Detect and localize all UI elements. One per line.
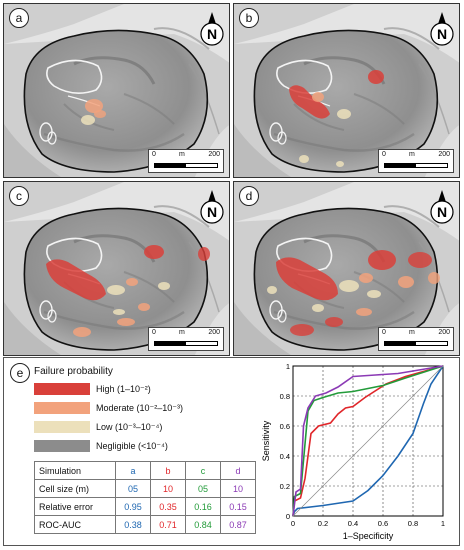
legend-swatch — [34, 402, 90, 414]
series-line-3 — [292, 365, 444, 517]
hillshade-map — [234, 182, 459, 355]
x-tick-label: 0.8 — [408, 519, 418, 528]
scale-bar: 0 m 200 — [378, 327, 454, 351]
table-header: a — [115, 461, 151, 480]
table-cell: 05 — [115, 479, 151, 498]
table-cell: Cell size (m) — [34, 479, 116, 498]
table-cell: 0.71 — [150, 515, 186, 534]
svg-text:N: N — [437, 26, 447, 42]
map-panel-c: c N 0 m 200 — [3, 181, 230, 356]
y-tick-label: 0 — [286, 512, 290, 521]
chart-ticks: 0 0.2 0.4 0.6 0.8 1 0 0.2 0.4 0.6 0.8 1 — [280, 362, 446, 528]
panel-label: d — [239, 186, 259, 206]
legend-label: Negligible (<10⁻⁴) — [96, 441, 168, 451]
legend-item-negligible: Negligible (<10⁻⁴) — [34, 440, 274, 454]
y-tick-label: 0.8 — [280, 392, 290, 401]
panel-label: b — [239, 8, 259, 28]
table-row: Relative error 0.95 0.35 0.16 0.15 — [34, 497, 256, 516]
chart-series — [292, 365, 444, 517]
hillshade-map — [4, 4, 229, 177]
series-line-2 — [292, 365, 444, 517]
north-arrow-icon: N — [200, 12, 224, 46]
series-line-4 — [292, 365, 444, 517]
probability-zones — [289, 70, 384, 167]
table-cell: 05 — [185, 479, 221, 498]
table-cell: 0.87 — [220, 515, 256, 534]
scale-bar: 0 m 200 — [148, 327, 224, 351]
probability-zones — [81, 99, 106, 125]
x-axis-label: 1–Specificity — [343, 531, 394, 541]
results-panel: e Failure probability High (1–10⁻²) Mode… — [3, 357, 460, 546]
table-cell: 0.35 — [150, 497, 186, 516]
panel-label: c — [9, 186, 29, 206]
y-axis-label: Sensitivity — [261, 420, 271, 461]
probability-zones — [46, 245, 210, 337]
x-tick-label: 0.6 — [378, 519, 388, 528]
roc-chart: 0 0.2 0.4 0.6 0.8 1 0 0.2 0.4 0.6 0.8 1 1–Specifici… — [261, 362, 446, 541]
table-cell: ROC-AUC — [34, 515, 116, 534]
legend-label: Moderate (10⁻²–10⁻³) — [96, 403, 184, 413]
y-tick-label: 1 — [286, 362, 290, 371]
legend-swatch — [34, 421, 90, 433]
table-cell: 0.16 — [185, 497, 221, 516]
panel-label: a — [9, 8, 29, 28]
y-tick-label: 0.6 — [280, 422, 290, 431]
table-cell: 0.38 — [115, 515, 151, 534]
table-cell: 10 — [150, 479, 186, 498]
north-arrow-icon: N — [430, 12, 454, 46]
table-row: ROC-AUC 0.38 0.71 0.84 0.87 — [34, 515, 256, 534]
table-cell: 0.15 — [220, 497, 256, 516]
map-panel-b: b N 0 m 200 — [233, 3, 460, 178]
table-cell: 0.84 — [185, 515, 221, 534]
legend-item-high: High (1–10⁻²) — [34, 383, 274, 397]
legend-item-low: Low (10⁻³–10⁻⁴) — [34, 421, 274, 435]
north-arrow-icon: N — [430, 190, 454, 224]
table-header: c — [185, 461, 221, 480]
legend-swatch — [34, 383, 90, 395]
y-tick-label: 0.2 — [280, 482, 290, 491]
legend-item-moderate: Moderate (10⁻²–10⁻³) — [34, 402, 274, 416]
table-header-row: Simulation a b c d — [34, 461, 256, 480]
legend-label: Low (10⁻³–10⁻⁴) — [96, 422, 163, 432]
series-line-0 — [292, 365, 444, 517]
probability-zones — [267, 250, 440, 336]
map-panel-d: d N 0 m 200 — [233, 181, 460, 356]
svg-text:N: N — [207, 26, 217, 42]
table-header: b — [150, 461, 186, 480]
map-panel-a: a N 0 m 200 — [3, 3, 230, 178]
hillshade-map — [4, 182, 229, 355]
panel-label: e — [10, 363, 30, 383]
y-tick-label: 0.4 — [280, 452, 290, 461]
table-header: Simulation — [34, 461, 116, 480]
table-cell: 10 — [220, 479, 256, 498]
hillshade-map — [234, 4, 459, 177]
legend-title: Failure probability — [34, 366, 113, 377]
x-tick-label: 0.4 — [348, 519, 358, 528]
svg-text:N: N — [437, 204, 447, 220]
table-cell: 0.95 — [115, 497, 151, 516]
plot-frame — [292, 365, 444, 517]
table-cell: Relative error — [34, 497, 116, 516]
legend-label: High (1–10⁻²) — [96, 384, 151, 394]
x-tick-label: 1 — [441, 519, 445, 528]
svg-text:N: N — [207, 204, 217, 220]
table-row: Cell size (m) 05 10 05 10 — [34, 479, 256, 498]
north-arrow-icon: N — [200, 190, 224, 224]
x-tick-label: 0.2 — [318, 519, 328, 528]
scale-bar: 0 m 200 — [148, 149, 224, 173]
legend-swatch — [34, 440, 90, 452]
table-header: d — [220, 461, 256, 480]
scale-bar: 0 m 200 — [378, 149, 454, 173]
x-tick-label: 0 — [291, 519, 295, 528]
simulation-table: Simulation a b c d Cell size (m) 05 10 0… — [34, 461, 256, 534]
